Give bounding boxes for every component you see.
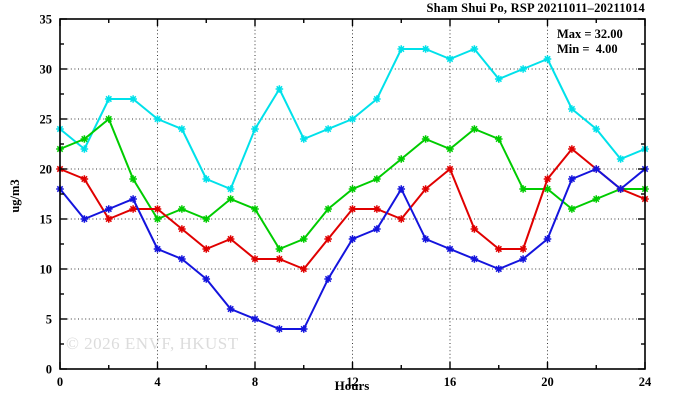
min-value-label: Min = 4.00 xyxy=(557,42,618,56)
y-tick-label: 15 xyxy=(40,213,53,227)
x-tick-label: 8 xyxy=(252,375,258,389)
y-tick-label: 25 xyxy=(40,113,53,127)
x-tick-label: 12 xyxy=(346,375,359,389)
y-axis-label: ug/m3 xyxy=(8,179,22,213)
chart-title: Sham Shui Po, RSP 20211011–20211014 xyxy=(426,1,645,15)
y-tick-label: 35 xyxy=(40,13,53,27)
x-tick-label: 0 xyxy=(57,375,63,389)
x-tick-label: 4 xyxy=(154,375,161,389)
plot-frame xyxy=(59,18,646,370)
y-tick-label: 30 xyxy=(40,63,53,77)
max-value-label: Max = 32.00 xyxy=(557,27,623,41)
x-axis-label: Hours xyxy=(334,378,370,393)
x-tick-label: 16 xyxy=(444,375,457,389)
x-tick-label: 24 xyxy=(639,375,652,389)
y-tick-label: 0 xyxy=(46,363,52,377)
y-tick-label: 10 xyxy=(40,263,53,277)
series-blue-line xyxy=(59,168,646,330)
y-tick-label: 5 xyxy=(46,313,52,327)
y-tick-label: 20 xyxy=(40,163,53,177)
x-tick-label: 20 xyxy=(541,375,554,389)
watermark: © 2026 ENVF, HKUST xyxy=(66,334,239,353)
chart-stats-legend: Max = 32.00 Min = 4.00 xyxy=(557,27,623,57)
